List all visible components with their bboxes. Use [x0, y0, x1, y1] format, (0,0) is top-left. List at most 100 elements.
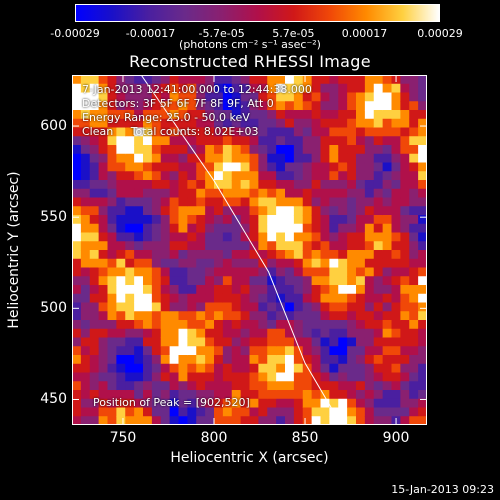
- heatmap-cell: [267, 101, 277, 111]
- heatmap-cell: [364, 372, 375, 382]
- heatmap-cell: [205, 223, 215, 234]
- heatmap-cell: [276, 162, 286, 172]
- heatmap-cell: [107, 267, 117, 277]
- heatmap-cell: [98, 215, 109, 225]
- heatmap-cell: [214, 153, 224, 164]
- heatmap-cell: [338, 197, 348, 207]
- heatmap-cell: [205, 250, 215, 260]
- heatmap-cell: [72, 241, 82, 251]
- heatmap-cell: [267, 311, 277, 321]
- heatmap-cell: [267, 162, 277, 172]
- heatmap-cell: [338, 250, 348, 260]
- heatmap-cell: [409, 145, 419, 155]
- heatmap-cell: [311, 355, 322, 365]
- heatmap-cell: [391, 188, 401, 199]
- heatmap-cell: [187, 372, 197, 382]
- heatmap-cell: [231, 302, 242, 312]
- heatmap-cell: [276, 355, 286, 365]
- heatmap-cell: [391, 232, 401, 242]
- heatmap-cell: [222, 136, 233, 146]
- heatmap-cell: [72, 223, 82, 234]
- heatmap-cell: [240, 293, 251, 304]
- heatmap-cell: [302, 232, 313, 242]
- heatmap-cell: [151, 407, 162, 417]
- heatmap-cell: [285, 267, 295, 277]
- heatmap-cell: [80, 110, 91, 120]
- heatmap-cell: [293, 180, 304, 190]
- heatmap-cell: [373, 110, 384, 120]
- heatmap-cell: [98, 180, 109, 190]
- heatmap-cell: [400, 372, 410, 382]
- heatmap-cell: [214, 302, 224, 312]
- heatmap-cell: [267, 328, 277, 339]
- heatmap-cell: [391, 171, 401, 181]
- heatmap-cell: [391, 407, 401, 417]
- heatmap-cell: [187, 110, 197, 120]
- heatmap-cell: [107, 171, 117, 181]
- heatmap-cell: [258, 250, 268, 260]
- heatmap-cell: [178, 145, 188, 155]
- heatmap-cell: [72, 127, 82, 137]
- heatmap-cell: [240, 363, 251, 374]
- heatmap-cell: [187, 83, 197, 94]
- heatmap-cell: [400, 118, 410, 129]
- heatmap-cell: [89, 153, 100, 164]
- heatmap-cell: [293, 75, 304, 85]
- heatmap-cell: [285, 241, 295, 251]
- heatmap-cell: [187, 215, 197, 225]
- heatmap-cell: [89, 75, 100, 85]
- heatmap-cell: [329, 145, 339, 155]
- heatmap-cell: [143, 223, 153, 234]
- heatmap-cell: [98, 258, 109, 269]
- heatmap-cell: [409, 75, 419, 85]
- heatmap-cell: [169, 276, 180, 286]
- heatmap-cell: [116, 311, 126, 321]
- heatmap-cell: [125, 197, 135, 207]
- heatmap-cell: [231, 110, 242, 120]
- heatmap-cell: [214, 206, 224, 216]
- heatmap-cell: [409, 110, 419, 120]
- heatmap-cell: [382, 320, 393, 330]
- heatmap-cell: [249, 285, 259, 295]
- heatmap-cell: [116, 101, 126, 111]
- heatmap-cell: [222, 118, 233, 129]
- heatmap-cell: [98, 398, 109, 409]
- heatmap-cell: [320, 197, 330, 207]
- heatmap-cell: [382, 407, 393, 417]
- heatmap-cell: [187, 197, 197, 207]
- heatmap-cell: [143, 197, 153, 207]
- heatmap-cell: [178, 206, 188, 216]
- heatmap-cell: [196, 215, 206, 225]
- heatmap-cell: [98, 188, 109, 199]
- heatmap-cell: [418, 372, 427, 382]
- heatmap-cell: [107, 416, 117, 425]
- heatmap-cell: [347, 162, 357, 172]
- heatmap-cell: [214, 83, 224, 94]
- heatmap-cell: [418, 180, 427, 190]
- heatmap-cell: [320, 110, 330, 120]
- heatmap-cell: [151, 372, 162, 382]
- heatmap-cell: [160, 153, 171, 164]
- heatmap-cell: [347, 188, 357, 199]
- heatmap-cell: [347, 372, 357, 382]
- heatmap-cell: [249, 381, 259, 391]
- heatmap-cell: [356, 372, 366, 382]
- heatmap-cell: [98, 101, 109, 111]
- heatmap-cell: [125, 75, 135, 85]
- heatmap-cell: [356, 75, 366, 85]
- heatmap-cell: [205, 258, 215, 269]
- heatmap-cell: [222, 75, 233, 85]
- heatmap-cell: [258, 145, 268, 155]
- heatmap-cell: [356, 215, 366, 225]
- heatmap-cell: [89, 337, 100, 347]
- heatmap-cell: [196, 118, 206, 129]
- heatmap-cell: [302, 223, 313, 234]
- heatmap-cell: [302, 83, 313, 94]
- heatmap-cell: [267, 171, 277, 181]
- heatmap-cell: [311, 127, 322, 137]
- heatmap-cell: [160, 390, 171, 400]
- heatmap-cell: [205, 75, 215, 85]
- heatmap-cell: [72, 390, 82, 400]
- heatmap-cell: [72, 101, 82, 111]
- heatmap-cell: [302, 153, 313, 164]
